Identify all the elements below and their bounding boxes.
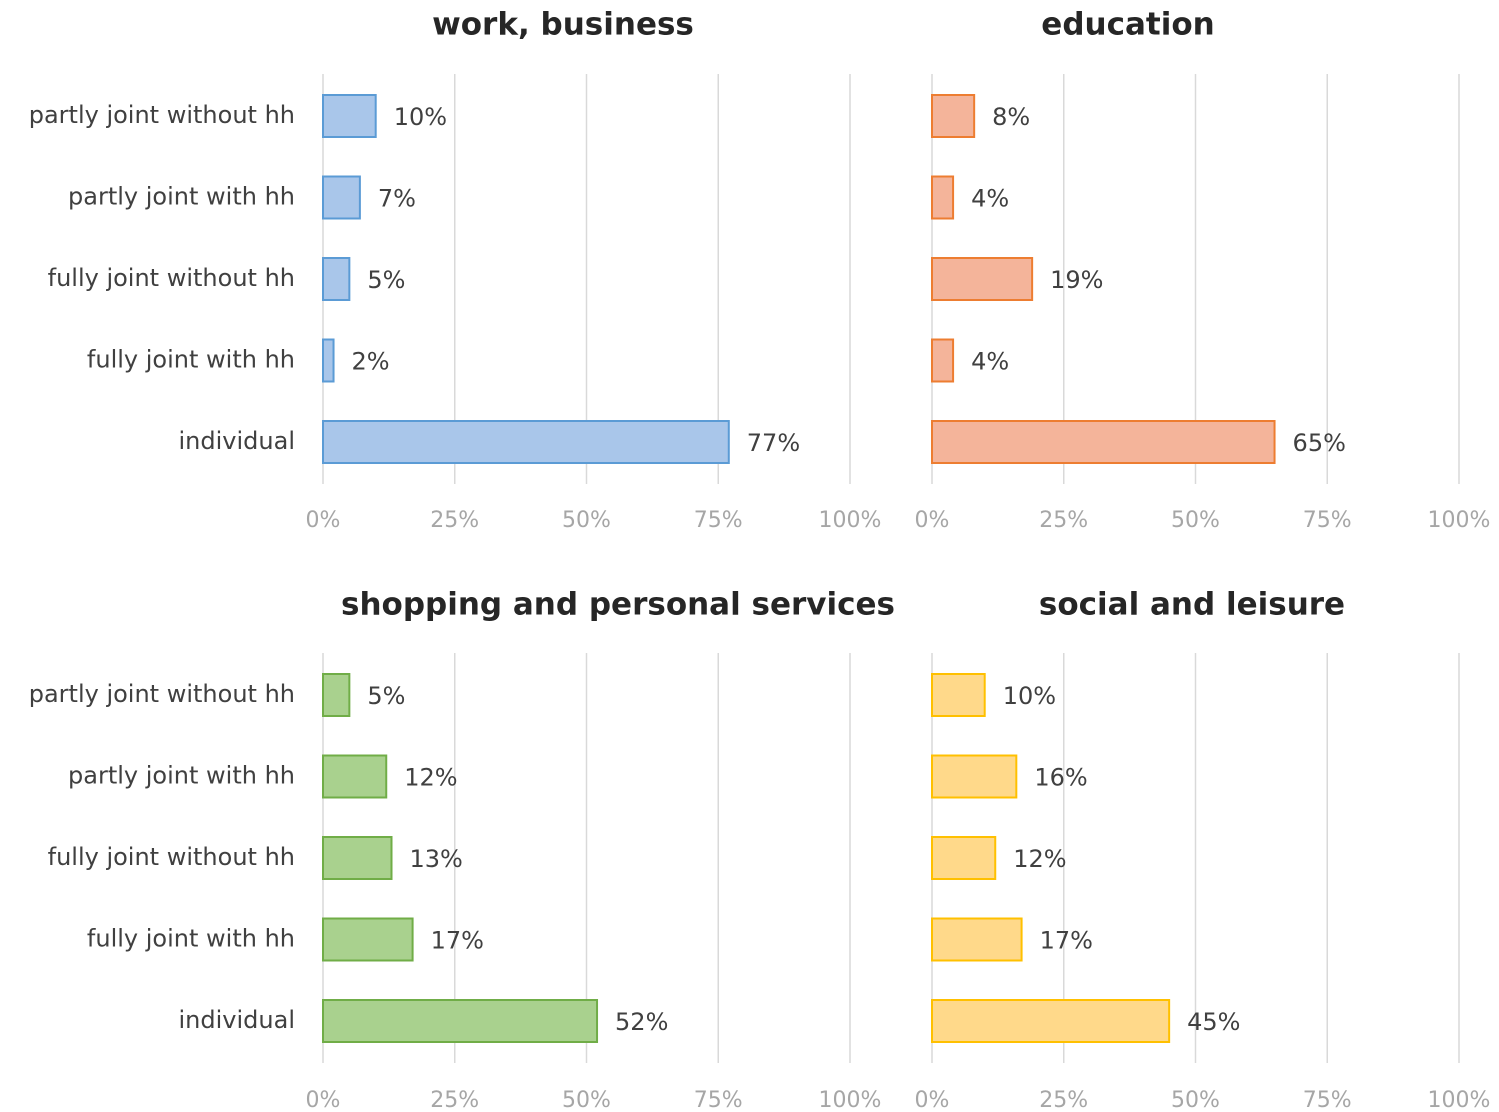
x-tick-label: 50% [1171,508,1220,533]
bar [322,836,393,880]
bar [931,754,1018,799]
bar [931,917,1023,962]
value-label: 7% [378,185,416,213]
chart-title: shopping and personal services [341,587,895,623]
y-tick-label: fully joint with hh [87,346,295,374]
value-label: 16% [1034,764,1087,792]
x-tick-label: 50% [562,508,611,533]
x-tick-label: 100% [1428,1088,1491,1112]
y-tick-label: individual [179,427,295,455]
x-tick-label: 100% [819,1088,882,1112]
bar [322,673,351,717]
value-label: 8% [992,103,1030,131]
value-label: 13% [410,845,463,873]
y-tick-label: individual [179,1006,295,1034]
chart-title: work, business [432,7,694,43]
bar [931,836,997,880]
x-tick-label: 25% [430,1088,479,1112]
y-tick-label: fully joint without hh [48,843,295,871]
x-tick-label: 50% [562,1088,611,1112]
value-label: 4% [971,348,1009,376]
bar [322,420,730,464]
bar [322,999,599,1043]
x-tick-label: 50% [1171,1088,1220,1112]
bar [322,338,335,383]
value-label: 52% [615,1008,668,1036]
bar [322,257,351,301]
x-tick-label: 75% [1303,1088,1352,1112]
x-tick-label: 0% [915,508,950,533]
y-tick-label: partly joint without hh [29,101,295,129]
x-tick-label: 0% [915,1088,950,1112]
value-label: 5% [367,682,405,710]
x-tick-label: 0% [306,508,341,533]
bar [931,94,976,138]
value-label: 19% [1050,266,1103,294]
value-label: 12% [1013,845,1066,873]
value-label: 10% [394,103,447,131]
bar [931,420,1276,464]
value-label: 45% [1187,1008,1240,1036]
bar [322,94,377,138]
bar [931,175,955,220]
value-label: 77% [747,429,800,457]
x-tick-label: 0% [306,1088,341,1112]
value-label: 12% [404,764,457,792]
value-label: 65% [1293,429,1346,457]
value-label: 5% [367,266,405,294]
y-tick-label: partly joint without hh [29,680,295,708]
y-tick-label: partly joint with hh [68,762,295,790]
value-label: 17% [431,927,484,955]
bar [931,999,1171,1043]
value-label: 10% [1003,682,1056,710]
y-tick-label: fully joint without hh [48,264,295,292]
bar [322,754,388,799]
chart-title: social and leisure [1039,587,1345,623]
value-label: 17% [1040,927,1093,955]
bar [931,338,955,383]
y-tick-label: partly joint with hh [68,183,295,211]
bar [322,175,361,220]
x-tick-label: 75% [694,508,743,533]
x-tick-label: 100% [819,508,882,533]
bar [931,673,986,717]
value-label: 4% [971,185,1009,213]
bar [931,257,1034,301]
bar [322,917,414,962]
x-tick-label: 75% [694,1088,743,1112]
x-tick-label: 25% [430,508,479,533]
x-tick-label: 25% [1039,1088,1088,1112]
x-tick-label: 100% [1428,508,1491,533]
x-tick-label: 25% [1039,508,1088,533]
x-tick-label: 75% [1303,508,1352,533]
chart-title: education [1041,7,1214,43]
y-tick-label: fully joint with hh [87,925,295,953]
value-label: 2% [352,348,390,376]
